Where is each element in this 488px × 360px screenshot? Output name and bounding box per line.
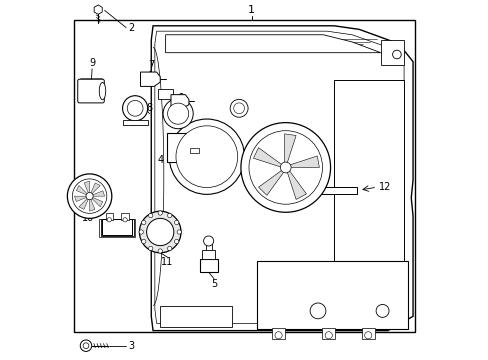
- Text: 4: 4: [157, 155, 163, 165]
- Text: 12: 12: [378, 182, 390, 192]
- Circle shape: [148, 246, 153, 251]
- Polygon shape: [76, 185, 87, 195]
- Bar: [121, 213, 128, 220]
- Circle shape: [142, 220, 145, 225]
- Text: 3: 3: [128, 341, 134, 351]
- Polygon shape: [288, 156, 319, 167]
- Circle shape: [241, 123, 330, 212]
- Polygon shape: [171, 95, 188, 108]
- Text: 13: 13: [116, 227, 128, 237]
- Bar: [102, 220, 132, 234]
- Circle shape: [148, 213, 153, 218]
- Circle shape: [274, 332, 282, 339]
- Bar: [202, 249, 215, 258]
- Circle shape: [167, 103, 188, 124]
- Circle shape: [309, 303, 325, 319]
- Bar: [199, 258, 217, 272]
- Circle shape: [174, 220, 179, 225]
- Circle shape: [375, 305, 388, 318]
- Circle shape: [176, 126, 237, 188]
- Circle shape: [83, 343, 89, 348]
- Bar: [105, 213, 113, 220]
- Bar: [257, 261, 407, 329]
- Text: 5: 5: [210, 279, 217, 289]
- Bar: [101, 220, 133, 236]
- Circle shape: [167, 213, 171, 218]
- Circle shape: [174, 239, 179, 244]
- Circle shape: [122, 96, 147, 121]
- Bar: [122, 120, 147, 126]
- Bar: [262, 187, 357, 194]
- Polygon shape: [165, 35, 380, 53]
- Bar: [380, 40, 403, 65]
- Circle shape: [80, 340, 92, 351]
- Circle shape: [139, 211, 181, 253]
- Circle shape: [163, 99, 193, 129]
- Text: 6: 6: [177, 93, 183, 103]
- Text: 11: 11: [161, 257, 173, 267]
- Bar: [333, 80, 403, 316]
- Circle shape: [72, 179, 106, 213]
- Polygon shape: [92, 191, 104, 196]
- Text: 7: 7: [148, 60, 154, 70]
- Bar: [158, 89, 172, 99]
- Circle shape: [67, 174, 112, 219]
- Bar: [361, 328, 374, 339]
- Polygon shape: [79, 198, 88, 210]
- Text: 9: 9: [89, 58, 95, 68]
- Bar: [74, 21, 414, 332]
- Polygon shape: [90, 183, 100, 194]
- FancyBboxPatch shape: [78, 79, 104, 103]
- Bar: [160, 306, 231, 327]
- Polygon shape: [284, 134, 296, 164]
- Circle shape: [280, 162, 290, 173]
- Polygon shape: [91, 197, 102, 207]
- Polygon shape: [258, 170, 284, 195]
- Polygon shape: [151, 26, 412, 330]
- Bar: [322, 328, 335, 339]
- Polygon shape: [89, 198, 95, 211]
- Circle shape: [146, 219, 174, 246]
- Circle shape: [139, 230, 143, 234]
- Ellipse shape: [99, 82, 105, 100]
- Circle shape: [177, 230, 181, 234]
- Circle shape: [233, 103, 244, 114]
- Bar: [189, 148, 198, 153]
- Circle shape: [158, 249, 162, 253]
- Polygon shape: [140, 72, 160, 86]
- Bar: [167, 134, 189, 162]
- Circle shape: [142, 239, 145, 244]
- Circle shape: [158, 211, 162, 215]
- Circle shape: [248, 131, 322, 204]
- Circle shape: [122, 218, 127, 222]
- Circle shape: [230, 99, 247, 117]
- Bar: [99, 220, 135, 237]
- Text: 2: 2: [128, 23, 134, 33]
- Circle shape: [169, 119, 244, 194]
- Bar: [271, 328, 285, 339]
- Circle shape: [127, 100, 142, 116]
- Circle shape: [86, 193, 93, 200]
- Circle shape: [107, 218, 111, 222]
- Circle shape: [203, 236, 213, 246]
- Polygon shape: [84, 181, 89, 194]
- Polygon shape: [253, 148, 282, 167]
- Text: 10: 10: [82, 213, 95, 222]
- Text: 1: 1: [248, 5, 255, 15]
- Circle shape: [364, 332, 371, 339]
- Circle shape: [392, 50, 400, 59]
- Circle shape: [167, 246, 171, 251]
- Polygon shape: [74, 196, 87, 202]
- Polygon shape: [286, 170, 306, 199]
- Bar: [189, 134, 214, 142]
- Text: 8: 8: [146, 103, 152, 113]
- Circle shape: [325, 332, 332, 339]
